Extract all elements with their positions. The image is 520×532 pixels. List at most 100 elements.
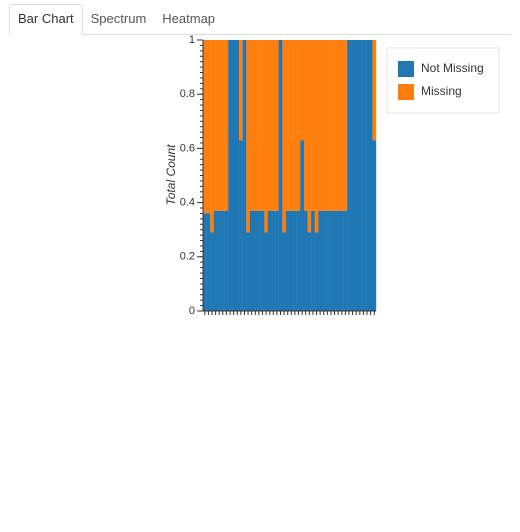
bar-segment <box>339 210 344 311</box>
legend-label: Not Missing <box>421 61 484 75</box>
bar-segment <box>357 40 362 311</box>
bar-segment <box>332 40 337 211</box>
bar-segment <box>296 210 301 311</box>
bar-segment <box>224 40 229 211</box>
bar-segment <box>293 210 297 311</box>
bar-segment <box>239 140 243 311</box>
bar-segment <box>210 232 215 311</box>
bar-segment <box>210 40 215 233</box>
bar-segment <box>368 40 373 311</box>
tab[interactable]: Bar Chart <box>9 4 83 35</box>
bar-segment <box>300 140 305 311</box>
y-tick-label: 0.6 <box>180 142 195 154</box>
bar-segment <box>275 40 279 211</box>
bar-segment <box>203 40 207 214</box>
legend-box <box>386 47 500 114</box>
bar-segment <box>267 40 272 211</box>
bar-segment <box>321 210 326 311</box>
bar-segment <box>289 210 294 311</box>
bar-segment <box>239 40 243 141</box>
bar-segment <box>354 40 359 311</box>
bar-segment <box>228 40 233 311</box>
bar-segment <box>264 232 269 311</box>
bar-segment <box>282 232 287 311</box>
bar-segment <box>267 210 272 311</box>
bar-segment <box>264 40 269 233</box>
bar-segment <box>311 210 315 311</box>
bar-segment <box>329 40 333 211</box>
legend-swatch <box>398 84 414 100</box>
y-tick-label: 0.8 <box>180 88 195 100</box>
bar-segment <box>336 210 341 311</box>
bar-segment <box>336 40 341 211</box>
legend-label: Missing <box>421 84 462 98</box>
bar-segment <box>253 40 258 211</box>
bar-segment <box>325 210 330 311</box>
bar-segment <box>318 210 323 311</box>
bar-segment <box>285 210 290 311</box>
bar-segment <box>235 40 240 311</box>
tab[interactable]: Spectrum <box>90 11 147 26</box>
bar-segment <box>289 40 294 211</box>
bar-segment <box>275 210 279 311</box>
bar-segment <box>249 210 254 311</box>
bar-segment <box>372 140 377 311</box>
bar-segment <box>321 40 326 211</box>
bar-segment <box>213 210 218 311</box>
bar-segment <box>206 213 211 311</box>
legend-swatch <box>398 61 414 77</box>
bar-segment <box>365 40 369 311</box>
bar-segment <box>221 210 225 311</box>
bar-segment <box>257 210 261 311</box>
bar-segment <box>271 40 276 211</box>
bar-segment <box>242 40 247 311</box>
bar-segment <box>203 213 207 311</box>
bar-segment <box>213 40 218 211</box>
bar-segment <box>307 40 312 233</box>
y-tick-label: 0.4 <box>180 197 195 209</box>
bar-segment <box>217 210 222 311</box>
bar-segment <box>332 210 337 311</box>
bar-segment <box>282 40 287 233</box>
bar-segment <box>339 40 344 211</box>
y-tick-label: 0.2 <box>180 251 195 263</box>
bar-segment <box>314 40 319 233</box>
bar-segment <box>231 40 236 311</box>
bar-segment <box>217 40 222 211</box>
bar-segment <box>249 40 254 211</box>
bar-segment <box>361 40 366 311</box>
bar-segment <box>300 40 305 141</box>
bar-segment <box>303 40 308 211</box>
bar-segment <box>303 210 308 311</box>
bar-segment <box>260 210 265 311</box>
bar-segment <box>206 40 211 214</box>
bar-segment <box>253 210 258 311</box>
bar-segment <box>224 210 229 311</box>
bar-segment <box>347 40 351 311</box>
bar-segment <box>350 40 355 311</box>
bar-segment <box>325 40 330 211</box>
bar-segment <box>293 40 297 211</box>
bar-segment <box>285 40 290 211</box>
bar-segment <box>246 40 251 233</box>
bar-segment <box>221 40 225 211</box>
bar-segment <box>307 232 312 311</box>
bar-segment <box>329 210 333 311</box>
y-tick-label: 1 <box>189 34 195 46</box>
bar-segment <box>311 40 315 211</box>
bar-segment <box>246 232 251 311</box>
y-axis-label: Total Count <box>164 144 178 206</box>
bar-segment <box>296 40 301 211</box>
bar-segment <box>372 40 377 141</box>
tab[interactable]: Heatmap <box>162 11 216 26</box>
bar-segment <box>343 210 348 311</box>
bar-segment <box>343 40 348 211</box>
bar-segment <box>257 40 261 211</box>
y-tick-label: 0 <box>189 305 195 317</box>
bar-segment <box>314 232 319 311</box>
bar-segment <box>318 40 323 211</box>
bar-segment <box>260 40 265 211</box>
bar-segment <box>271 210 276 311</box>
